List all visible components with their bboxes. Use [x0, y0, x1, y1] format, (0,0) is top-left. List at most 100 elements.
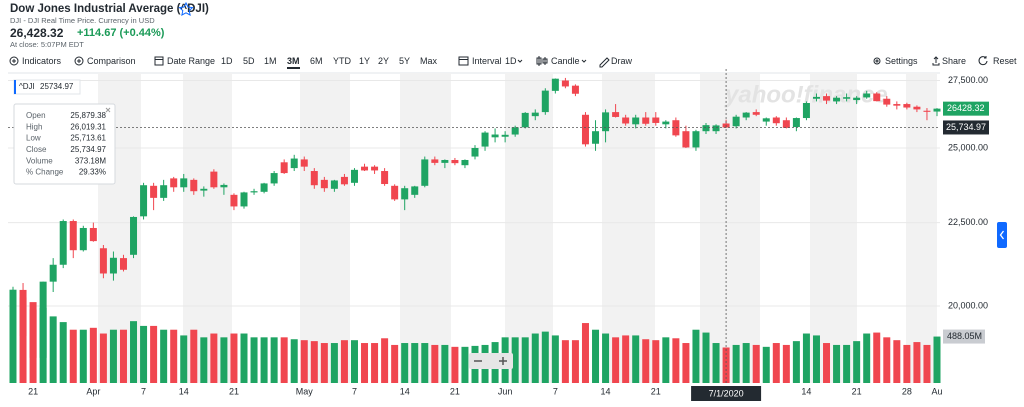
x-tick-label: 7 [352, 386, 357, 396]
candle-body [190, 179, 198, 192]
candle-body [411, 186, 419, 195]
candle-body [561, 80, 569, 87]
last-price-box [943, 101, 989, 116]
x-tick-label: Au [931, 386, 942, 396]
volume-bar [280, 337, 288, 383]
volume-bar [521, 337, 529, 383]
candle-body [300, 159, 308, 167]
candle-body [451, 159, 459, 164]
toolbar-item[interactable]: 2Y [378, 56, 390, 66]
candle-body [712, 125, 720, 132]
candle-body [642, 117, 650, 124]
price: 26,428.32 [10, 26, 64, 40]
volume-bar [612, 337, 620, 383]
toolbar-icons [8, 56, 988, 74]
candle-body [843, 97, 851, 99]
toolbar-item[interactable]: Share [942, 56, 967, 66]
subtitle: DJI - DJI Real Time Price. Currency in U… [10, 16, 155, 25]
volume-bar [340, 340, 348, 383]
volume-bar [119, 329, 127, 383]
toolbar-item[interactable]: Date Range [167, 56, 216, 66]
volume-bar [150, 325, 158, 383]
candle-body [180, 178, 188, 188]
candle-body [361, 166, 369, 171]
candle-body [160, 185, 168, 198]
candle-body [170, 178, 178, 188]
volume-bar [873, 332, 881, 383]
tooltip-label: Close [26, 145, 47, 154]
candle-body [883, 98, 891, 105]
toolbar-item[interactable]: Candle [551, 56, 580, 66]
volume-bar [833, 344, 841, 383]
volume-bar [913, 342, 921, 383]
candle-body [240, 192, 248, 207]
x-tick-label: 14 [601, 386, 611, 396]
toolbar-item[interactable]: 5D [243, 56, 255, 66]
candle-body [130, 216, 138, 255]
volume-bar [622, 335, 630, 383]
toolbar-item[interactable]: Indicators [22, 56, 62, 66]
volume-bar [350, 340, 358, 383]
candle-body [310, 171, 318, 186]
candle-body [230, 194, 238, 207]
candle-body [431, 159, 439, 163]
candle-body [672, 120, 680, 136]
toolbar-item[interactable]: 1M [264, 56, 277, 66]
volume-bar [772, 343, 780, 383]
volume-bar [752, 344, 760, 383]
candle-body [742, 112, 750, 118]
candle-body [702, 125, 710, 132]
toolbar-item[interactable]: 6M [310, 56, 323, 66]
toolbar-item[interactable]: 1D [505, 56, 517, 66]
toolbar-item[interactable]: 1Y [359, 56, 371, 66]
star-icon[interactable] [178, 1, 194, 16]
volume-bar [712, 343, 720, 383]
change: +114.67 (+0.44%) [77, 27, 165, 39]
volume-bar [823, 343, 831, 383]
volume-bar [59, 322, 67, 383]
y-tick-label: 27,500.00 [948, 75, 988, 85]
volume-bar [180, 335, 188, 383]
zoom-buttons[interactable] [469, 353, 513, 369]
volume-bar [300, 340, 308, 383]
candle-body [571, 85, 579, 94]
candle-body [531, 112, 539, 117]
volume-bar [561, 340, 569, 383]
candle-body [471, 147, 479, 157]
tooltip-value: 25,713.61 [70, 134, 106, 143]
candle-body [59, 221, 67, 265]
volume-bar [49, 316, 57, 383]
toolbar-item[interactable]: Settings [885, 56, 918, 66]
candle-body [29, 309, 37, 358]
tooltip [13, 103, 116, 185]
volume-bar [130, 321, 138, 383]
volume-bar [682, 343, 690, 383]
volume-bar [330, 343, 338, 383]
side-tab[interactable] [997, 222, 1007, 248]
toolbar-item[interactable]: Draw [611, 56, 633, 66]
candle-body [873, 93, 881, 102]
volume-bar [310, 341, 318, 383]
toolbar-item[interactable]: 5Y [399, 56, 411, 66]
volume-bar [200, 337, 208, 383]
toolbar-item[interactable]: YTD [333, 56, 351, 66]
candle-body [270, 173, 278, 184]
toolbar-item[interactable]: Interval [472, 56, 502, 66]
volume-bar [230, 333, 238, 383]
volume-bar [662, 337, 670, 383]
tooltip-label: Volume [26, 156, 53, 165]
toolbar-item[interactable]: Max [420, 56, 438, 66]
volume-bar [451, 346, 459, 383]
volume-bar [160, 329, 168, 383]
crosshair-price: 25,734.97 [946, 122, 986, 132]
volume-bar [742, 343, 750, 383]
candle-body [511, 127, 519, 135]
tooltip-value: 373.18M [75, 156, 106, 165]
x-tick-label: 21 [229, 386, 239, 396]
x-tick-label: 21 [28, 386, 38, 396]
toolbar-item[interactable]: 1D [221, 56, 233, 66]
toolbar-item[interactable]: Comparison [87, 56, 136, 66]
toolbar-item[interactable]: Reset [993, 56, 1017, 66]
toolbar-item[interactable]: 3M [287, 56, 300, 69]
x-tick-label: Apr [86, 386, 100, 396]
